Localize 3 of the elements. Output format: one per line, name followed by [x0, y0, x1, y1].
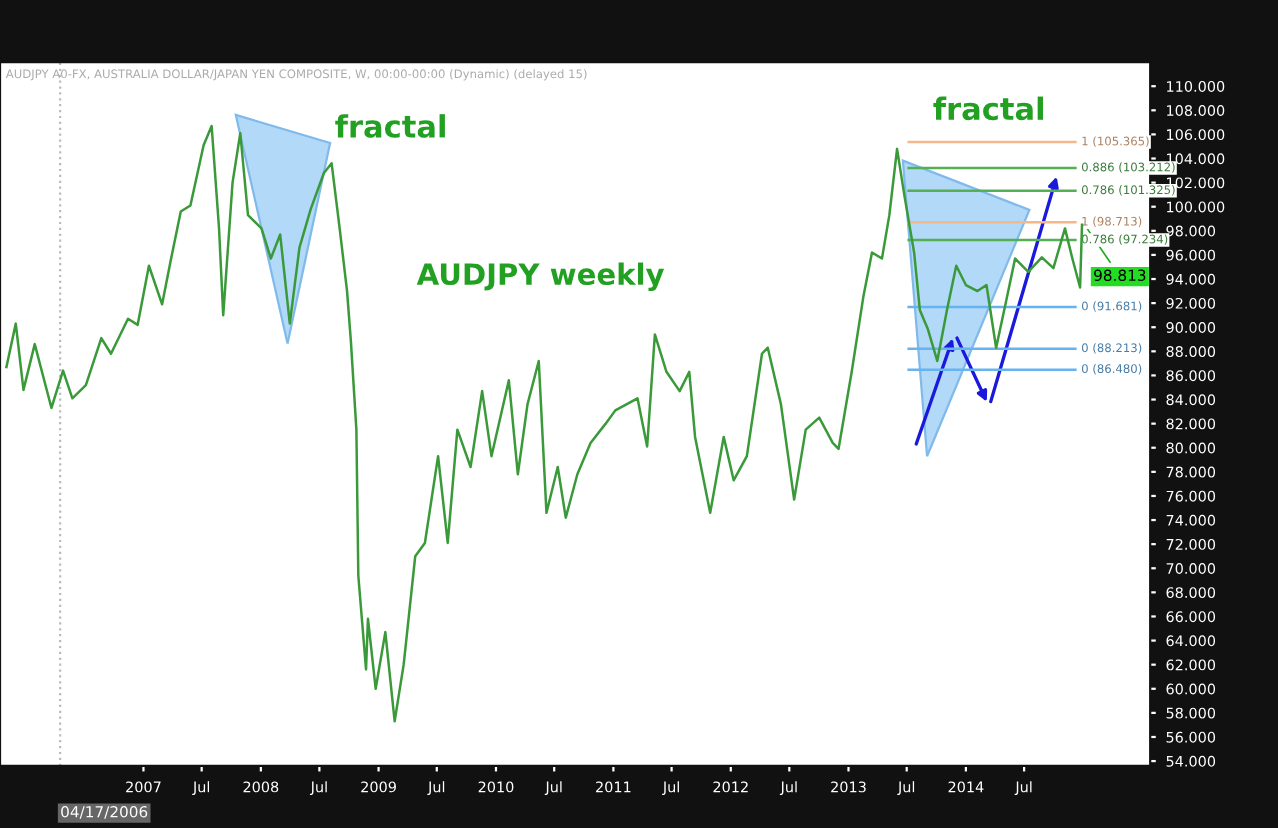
- annotation: fractal: [335, 114, 445, 138]
- annotation: fractal: [933, 96, 1043, 121]
- text: AUDJPY weekly: [416, 262, 665, 291]
